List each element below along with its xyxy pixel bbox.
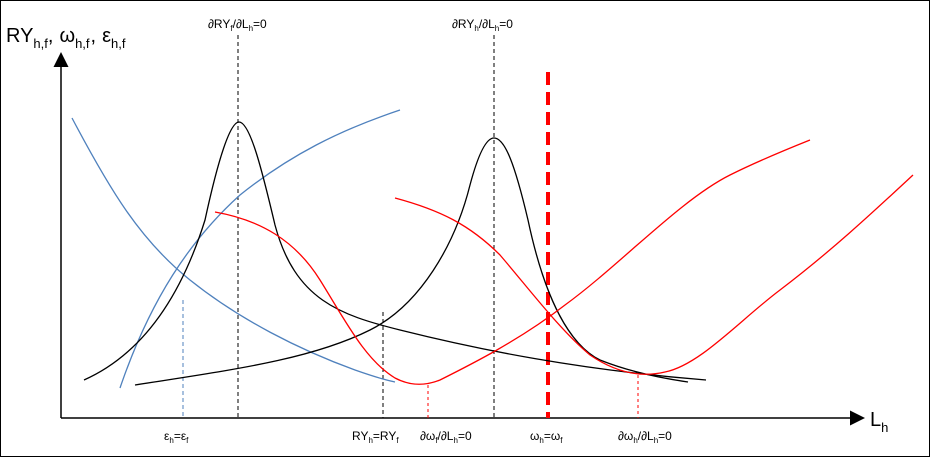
label-dryf-dlh: ∂RYf/∂Lh=0: [208, 17, 267, 33]
label-eps-equal: εh=εf: [164, 429, 189, 445]
red-curve-left: [214, 139, 811, 385]
y-axis-label: RYh,f, ωh,f, εh,f: [6, 25, 126, 51]
label-omega-equal: ωh=ωf: [530, 429, 563, 445]
blue-curve-increasing: [119, 109, 401, 389]
label-domega-h: ∂ωh/∂Lh=0: [618, 429, 672, 445]
red-curve-right: [394, 174, 914, 375]
label-ry-equal: RYh=RYf: [352, 429, 399, 445]
black-bell-curve-left: [83, 121, 707, 381]
label-dryh-dlh: ∂RYh/∂Lh=0: [452, 17, 513, 33]
blue-curve-decreasing: [71, 117, 396, 383]
black-bell-curve-right: [134, 137, 689, 386]
x-axis-label: Lh: [870, 409, 888, 435]
label-domega-f: ∂ωf/∂Lh=0: [420, 429, 472, 445]
